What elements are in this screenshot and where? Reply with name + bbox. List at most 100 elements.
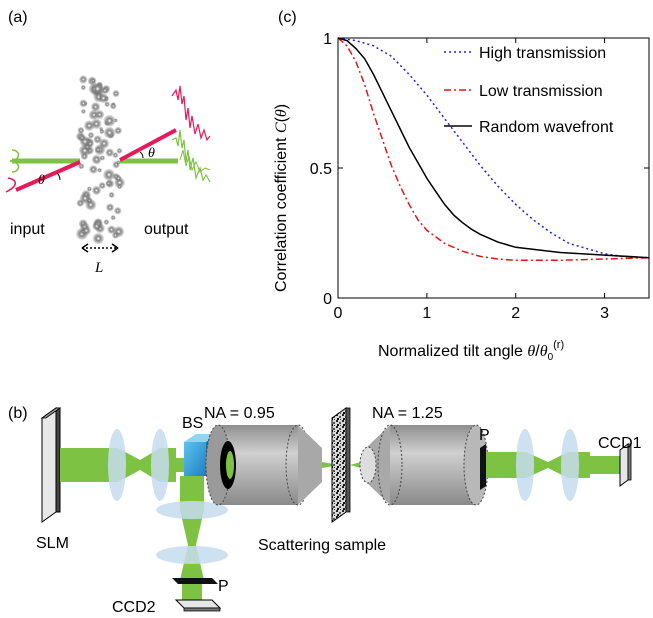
- scatterer-dot: [81, 225, 92, 236]
- scatterer-dot: [80, 108, 86, 114]
- scatterer-dot: [94, 109, 105, 120]
- scatterer-dot: [91, 185, 102, 196]
- scatterer-dot: [79, 135, 91, 148]
- scatterer-dot: [105, 203, 115, 212]
- scatterer-dot: [116, 184, 123, 190]
- scatterer-dot: [93, 135, 102, 144]
- series-line-0: [337, 37, 650, 259]
- scatterer-dot: [112, 89, 120, 98]
- scatterer-dot: [78, 75, 88, 84]
- lens-5: [516, 429, 534, 501]
- scatterer-dot: [103, 114, 116, 128]
- scatterer-dot: [102, 168, 116, 182]
- scattering-medium: [75, 75, 126, 245]
- theta-input-arc: [56, 172, 61, 181]
- y-tick-label: 0: [323, 291, 332, 308]
- scatterer-dot: [90, 101, 101, 112]
- thickness-label: L: [94, 260, 103, 276]
- scatterer-dot: [91, 154, 102, 165]
- x-tick-label: 3: [600, 305, 609, 322]
- ccd2-label: CCD2: [112, 599, 156, 616]
- objective-left: [205, 424, 322, 506]
- legend-label-low: Low transmission: [479, 83, 603, 100]
- polarizer-right: [480, 444, 486, 490]
- legend-label-random: Random wavefront: [479, 119, 614, 136]
- bs-label: BS: [182, 415, 203, 432]
- scatterer-dot: [88, 164, 98, 175]
- lens-4: [156, 546, 228, 564]
- polarizer-right-label: P: [479, 427, 490, 444]
- input-tilted-beam: [5, 160, 81, 193]
- scatterer-dot: [116, 160, 121, 165]
- x-tick-label: 0: [334, 305, 343, 322]
- scatterer-dot: [94, 146, 102, 153]
- panel-a: (a) θ θ input output: [5, 9, 211, 276]
- panel-b-label: (b): [8, 405, 28, 422]
- output-label: output: [144, 221, 189, 238]
- scatterer-dot: [79, 99, 88, 108]
- theta-input-label: θ: [38, 173, 45, 188]
- ccd2: [174, 599, 222, 612]
- scatterer-dot: [105, 180, 112, 187]
- ccd1-label: CCD1: [598, 435, 642, 452]
- scatterer-dot: [98, 93, 109, 104]
- scatterer-dot: [77, 162, 85, 170]
- x-tick-label: 1: [422, 305, 431, 322]
- input-label: input: [10, 221, 45, 238]
- scatterer-dot: [107, 225, 116, 235]
- y-tick-label: 0.5: [310, 161, 332, 178]
- scatterer-dot: [105, 148, 115, 158]
- scatterer-dot: [114, 126, 123, 135]
- scatterer-dot: [99, 126, 104, 131]
- scatterer-dot: [91, 82, 104, 96]
- panel-c-label: (c): [278, 9, 297, 26]
- axis-ticks: 0 1 2 3 0 0.5 1: [310, 31, 649, 322]
- lens-1: [108, 429, 126, 501]
- scatterer-dot: [92, 221, 102, 231]
- legend: High transmission Low transmission Rando…: [444, 45, 614, 136]
- scatterer-dot: [111, 231, 120, 239]
- panel-c: (c) 0 1 2 3 0 0.5 1 Normalized tilt angle θ/θ0…: [273, 9, 650, 363]
- slm: [40, 407, 62, 523]
- scattering-sample: [331, 407, 351, 523]
- lens-3: [156, 501, 228, 519]
- scatterer-dot: [108, 191, 115, 199]
- scatterer-dot: [98, 181, 106, 190]
- scatterer-dot: [109, 102, 117, 110]
- lens-6: [561, 429, 579, 501]
- data-curves: [337, 37, 650, 262]
- series-line-2: [337, 37, 650, 259]
- theta-output-label: θ: [148, 146, 155, 161]
- x-axis-label: Normalized tilt angle θ/θ0(r): [378, 339, 564, 363]
- scatterer-dot: [103, 219, 110, 226]
- panel-b: (b) SLM BS P: [8, 405, 642, 616]
- scatterer-dot: [97, 167, 103, 173]
- panel-a-label: (a): [8, 9, 28, 26]
- scatterer-dot: [103, 126, 116, 139]
- objective-right: [350, 424, 489, 506]
- scatterer-dot: [83, 120, 95, 132]
- beam-right: [486, 452, 622, 478]
- sample-label: Scattering sample: [258, 537, 386, 554]
- thickness-arrow: [81, 243, 119, 253]
- scatterer-dot: [110, 215, 116, 221]
- na-right-label: NA = 1.25: [372, 405, 443, 422]
- scatterer-dot: [80, 84, 87, 91]
- lens-2: [151, 429, 169, 501]
- scatterer-dot: [79, 192, 91, 205]
- x-tick-label: 2: [511, 305, 520, 322]
- y-axis-label: Correlation coefficient C(θ): [273, 104, 290, 292]
- y-tick-label: 1: [323, 31, 332, 48]
- output-beam: [120, 129, 211, 183]
- scatterer-dot: [115, 174, 122, 182]
- scatterer-dot: [87, 131, 95, 139]
- series-line-1: [337, 37, 650, 262]
- scatterer-dot: [80, 152, 89, 161]
- scatterer-dot: [90, 78, 96, 83]
- slm-label: SLM: [36, 535, 69, 552]
- scatterer-dot: [113, 118, 118, 123]
- legend-label-high: High transmission: [479, 45, 606, 62]
- ccd1: [619, 443, 632, 487]
- scatterer-dot: [116, 147, 123, 154]
